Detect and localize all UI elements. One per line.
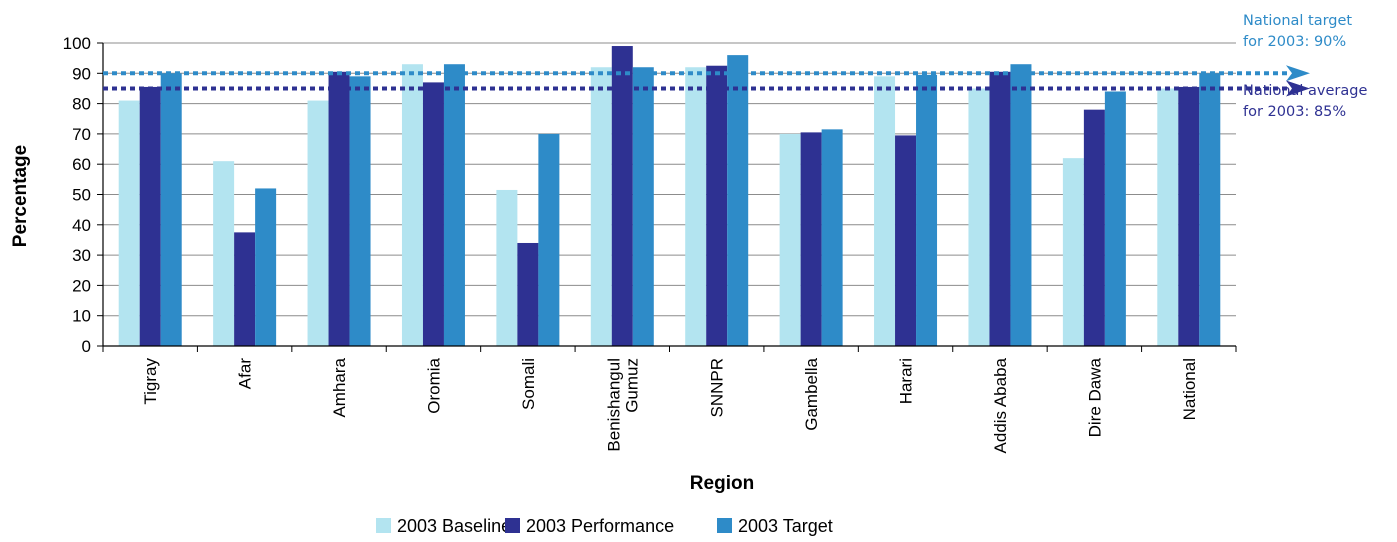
x-category-label: SNNPR bbox=[708, 358, 727, 418]
bar-2003-performance bbox=[1083, 109, 1105, 346]
bar-2003-target bbox=[632, 67, 654, 347]
bar-2003-target bbox=[1104, 91, 1126, 346]
bar-2003-baseline bbox=[968, 88, 990, 346]
gridlines bbox=[103, 42, 1236, 317]
y-tick-label: 20 bbox=[72, 276, 91, 295]
x-category-label: Harari bbox=[897, 358, 916, 404]
bar-2003-performance bbox=[328, 71, 350, 346]
x-category-label: Gumuz bbox=[622, 358, 641, 413]
legend-label: 2003 Target bbox=[738, 516, 833, 536]
x-category-label: Gambella bbox=[802, 357, 821, 430]
x-category-label: Tigray bbox=[141, 358, 160, 405]
y-tick-label: 70 bbox=[72, 125, 91, 144]
x-axis-title: Region bbox=[690, 473, 754, 494]
y-tick-label: 10 bbox=[72, 307, 91, 326]
bar-2003-baseline bbox=[307, 100, 329, 346]
bar-2003-baseline bbox=[590, 67, 612, 347]
bar-2003-target bbox=[727, 55, 749, 347]
bar-2003-performance bbox=[422, 82, 444, 346]
bar-2003-target bbox=[916, 74, 938, 346]
bar-2003-performance bbox=[800, 132, 822, 346]
bar-2003-target bbox=[821, 129, 843, 346]
y-tick-label: 100 bbox=[63, 34, 91, 53]
bar-2003-performance bbox=[611, 46, 633, 346]
x-category-label: Oromia bbox=[424, 357, 443, 413]
legend-swatch bbox=[505, 518, 520, 533]
bar-2003-performance bbox=[895, 135, 917, 346]
bar-2003-baseline bbox=[1062, 158, 1084, 346]
bars bbox=[118, 46, 1221, 347]
y-tick-label: 0 bbox=[82, 337, 91, 356]
legend-swatch bbox=[376, 518, 391, 533]
legend-swatch bbox=[717, 518, 732, 533]
y-tick-label: 90 bbox=[72, 64, 91, 83]
bar-2003-baseline bbox=[1157, 88, 1179, 346]
bar-2003-performance bbox=[706, 65, 728, 346]
reference-annotation: National average bbox=[1243, 83, 1367, 99]
x-category-label: Dire Dawa bbox=[1085, 357, 1104, 437]
legend: 2003 Baseline 2003 Performance 2003 Target bbox=[376, 516, 833, 536]
bar-2003-target bbox=[1010, 64, 1032, 347]
y-tick-label: 30 bbox=[72, 246, 91, 265]
reference-annotation: National target bbox=[1243, 13, 1352, 29]
bar-2003-baseline bbox=[213, 161, 235, 346]
bar-2003-target bbox=[1199, 73, 1221, 347]
x-category-label: Afar bbox=[236, 358, 255, 390]
x-category-label: Benishangul bbox=[604, 358, 623, 452]
bar-2003-baseline bbox=[874, 76, 896, 346]
y-tick-label: 50 bbox=[72, 186, 91, 205]
bar-2003-target bbox=[255, 188, 277, 346]
reference-lines: National target for 2003: 90% National ave… bbox=[103, 13, 1367, 120]
y-tick-label: 80 bbox=[72, 95, 91, 114]
y-tick-label: 40 bbox=[72, 216, 91, 235]
bar-2003-performance bbox=[1178, 86, 1200, 346]
reference-arrow bbox=[1286, 80, 1310, 97]
x-category-label: Amhara bbox=[330, 357, 349, 417]
bar-2003-baseline bbox=[496, 189, 518, 346]
bar-2003-performance bbox=[989, 71, 1011, 346]
x-category-labels: Tigray Afar Amhara Oromia Somali Benishangul G… bbox=[141, 357, 1199, 453]
bar-2003-performance bbox=[234, 232, 256, 346]
x-category-label: Addis Ababa bbox=[991, 357, 1010, 453]
axes bbox=[97, 42, 1237, 352]
y-axis-title: Percentage bbox=[10, 145, 31, 247]
bar-2003-baseline bbox=[118, 100, 140, 346]
bar-2003-baseline bbox=[685, 67, 707, 347]
legend-label: 2003 Baseline bbox=[397, 516, 511, 536]
x-category-label: Somali bbox=[519, 358, 538, 410]
reference-arrow bbox=[1286, 65, 1310, 82]
bar-2003-target bbox=[349, 76, 371, 346]
bar-2003-target bbox=[538, 133, 560, 346]
bar-2003-baseline bbox=[779, 133, 801, 346]
bar-2003-target bbox=[160, 73, 182, 347]
bar-2003-target bbox=[443, 64, 465, 347]
bar-2003-performance bbox=[517, 242, 539, 346]
y-tick-labels: 0 10 20 30 40 50 60 70 80 90 100 bbox=[63, 34, 91, 356]
legend-label: 2003 Performance bbox=[526, 516, 674, 536]
x-category-label: National bbox=[1180, 358, 1199, 420]
reference-annotation: for 2003: 85% bbox=[1243, 104, 1346, 120]
bar-2003-performance bbox=[139, 86, 161, 346]
reference-annotation: for 2003: 90% bbox=[1243, 34, 1346, 50]
y-tick-label: 60 bbox=[72, 155, 91, 174]
bar-2003-baseline bbox=[401, 64, 423, 347]
